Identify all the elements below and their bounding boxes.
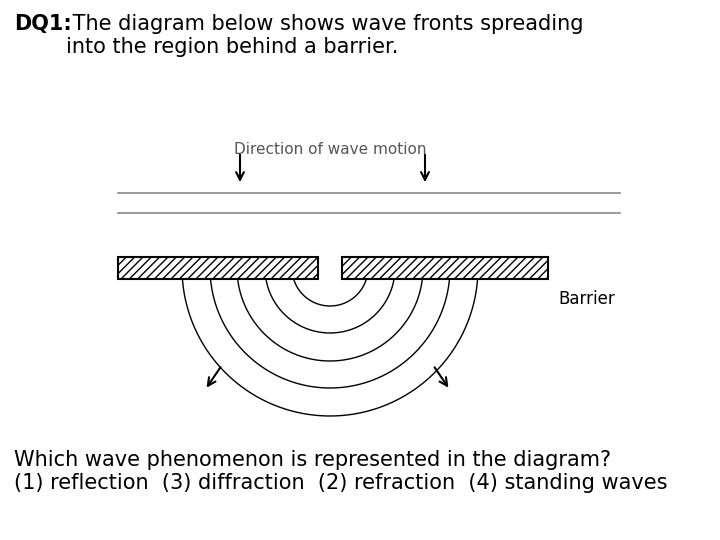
- Bar: [342, 257, 548, 279]
- Bar: [118, 257, 318, 279]
- Text: Which wave phenomenon is represented in the diagram?
(1) reflection  (3) diffrac: Which wave phenomenon is represented in …: [14, 450, 667, 493]
- Text: Barrier: Barrier: [558, 290, 615, 308]
- Text: Direction of wave motion: Direction of wave motion: [234, 142, 426, 157]
- Text: DQ1:: DQ1:: [14, 14, 72, 34]
- Text: The diagram below shows wave fronts spreading
into the region behind a barrier.: The diagram below shows wave fronts spre…: [66, 14, 583, 57]
- Bar: [342, 257, 548, 279]
- Bar: [118, 257, 318, 279]
